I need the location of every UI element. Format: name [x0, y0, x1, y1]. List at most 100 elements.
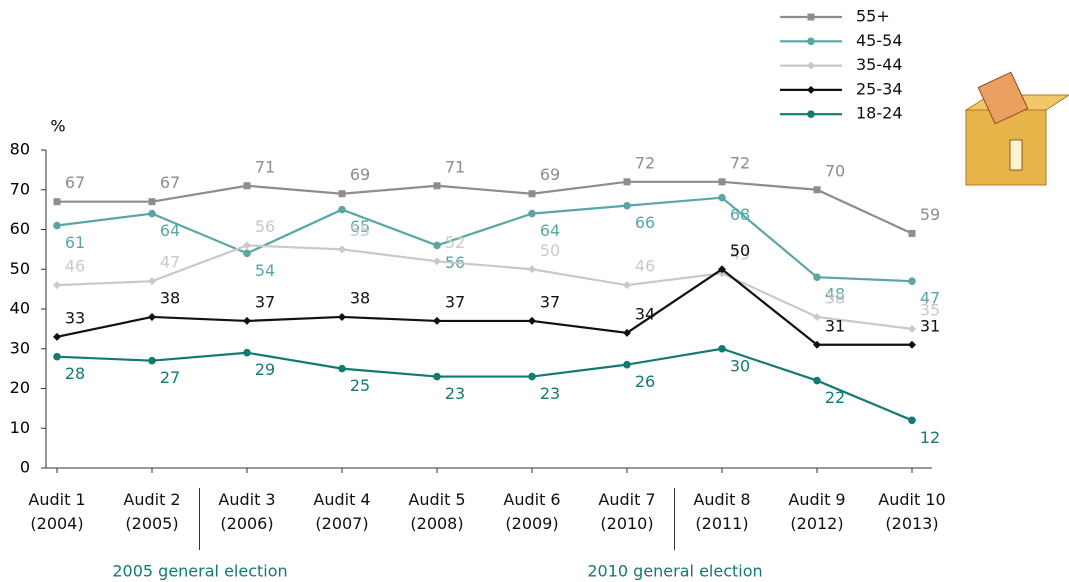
data-label: 66 [635, 213, 655, 232]
marker [243, 182, 251, 190]
series-line [56, 347, 913, 422]
data-label: 67 [160, 173, 180, 192]
marker [528, 316, 536, 325]
y-tick-label: 80 [10, 140, 30, 159]
marker [243, 241, 251, 250]
y-axis-label: % [50, 117, 65, 136]
marker [813, 312, 821, 321]
data-label: 37 [540, 292, 560, 311]
data-label: 61 [65, 233, 85, 252]
marker [718, 193, 726, 202]
data-label: 59 [920, 205, 940, 224]
x-tick-label: Audit 10 (2013) [878, 490, 946, 533]
y-tick-label: 60 [10, 219, 30, 238]
data-label: 50 [730, 241, 750, 260]
marker [433, 182, 441, 190]
marker [148, 356, 156, 365]
data-label: 23 [540, 384, 560, 403]
legend-label: 18-24 [856, 104, 903, 123]
data-label: 22 [825, 388, 845, 407]
data-label: 31 [920, 316, 940, 335]
data-label: 26 [635, 372, 655, 391]
legend-label: 35-44 [856, 55, 903, 74]
ballot-box-icon [964, 71, 1069, 186]
marker [243, 348, 251, 357]
marker [338, 205, 346, 214]
marker [623, 328, 631, 337]
marker [807, 13, 815, 21]
legend-label: 55+ [856, 7, 890, 26]
x-tick-label: Audit 4 (2007) [313, 490, 371, 533]
data-label: 46 [65, 257, 85, 276]
data-label: 25 [350, 376, 370, 395]
marker [807, 61, 815, 70]
data-label: 35 [920, 300, 940, 319]
marker [813, 186, 821, 194]
marker [243, 249, 251, 258]
marker [433, 372, 441, 381]
marker [53, 198, 61, 206]
marker [908, 229, 916, 237]
marker [813, 376, 821, 385]
marker [813, 273, 821, 282]
data-label: 65 [350, 217, 370, 236]
x-tick-label: Audit 5 (2008) [408, 490, 466, 533]
marker [718, 178, 726, 186]
x-tick-label: Audit 8 (2011) [693, 490, 751, 533]
x-tick-label: Audit 9 (2012) [788, 490, 846, 533]
legend-label: 25-34 [856, 79, 903, 98]
marker [807, 110, 815, 118]
marker [338, 312, 346, 321]
marker [338, 364, 346, 373]
marker [908, 340, 916, 349]
y-tick-label: 10 [10, 418, 30, 437]
y-tick-label: 30 [10, 338, 30, 357]
y-tick-label: 70 [10, 179, 30, 198]
x-tick-label: Audit 1 (2004) [28, 490, 86, 533]
data-label: 56 [255, 217, 275, 236]
data-label: 64 [540, 221, 560, 240]
marker [813, 340, 821, 349]
data-label: 29 [255, 360, 275, 379]
marker [908, 416, 916, 425]
data-label: 71 [255, 157, 275, 176]
marker [623, 281, 631, 290]
marker [807, 37, 815, 46]
marker [53, 281, 61, 290]
data-label: 48 [825, 285, 845, 304]
y-tick-label: 50 [10, 259, 30, 278]
data-label: 27 [160, 368, 180, 387]
annotation: 2010 general election [587, 562, 762, 581]
series-line [56, 267, 912, 346]
data-label: 34 [635, 304, 655, 323]
x-tick-label: Audit 6 (2009) [503, 490, 561, 533]
data-label: 52 [445, 233, 465, 252]
data-label: 47 [920, 289, 940, 308]
data-label: 37 [255, 292, 275, 311]
data-label: 64 [160, 221, 180, 240]
marker [623, 178, 631, 186]
marker [908, 324, 916, 333]
data-label: 30 [730, 356, 750, 375]
data-label: 72 [730, 153, 750, 172]
data-label: 38 [160, 288, 180, 307]
data-label: 71 [445, 157, 465, 176]
x-tick-label: Audit 2 (2005) [123, 490, 181, 533]
data-label: 72 [635, 153, 655, 172]
marker [528, 265, 536, 274]
marker [433, 316, 441, 325]
marker [807, 85, 815, 94]
data-label: 31 [825, 316, 845, 335]
y-tick-label: 0 [20, 458, 30, 477]
data-label: 50 [540, 241, 560, 260]
marker [148, 312, 156, 321]
marker [53, 221, 61, 230]
data-label: 23 [445, 384, 465, 403]
marker [53, 352, 61, 361]
marker [623, 360, 631, 369]
series-line [57, 180, 913, 235]
marker [243, 316, 251, 325]
data-label: 38 [825, 288, 845, 307]
data-label: 38 [350, 288, 370, 307]
